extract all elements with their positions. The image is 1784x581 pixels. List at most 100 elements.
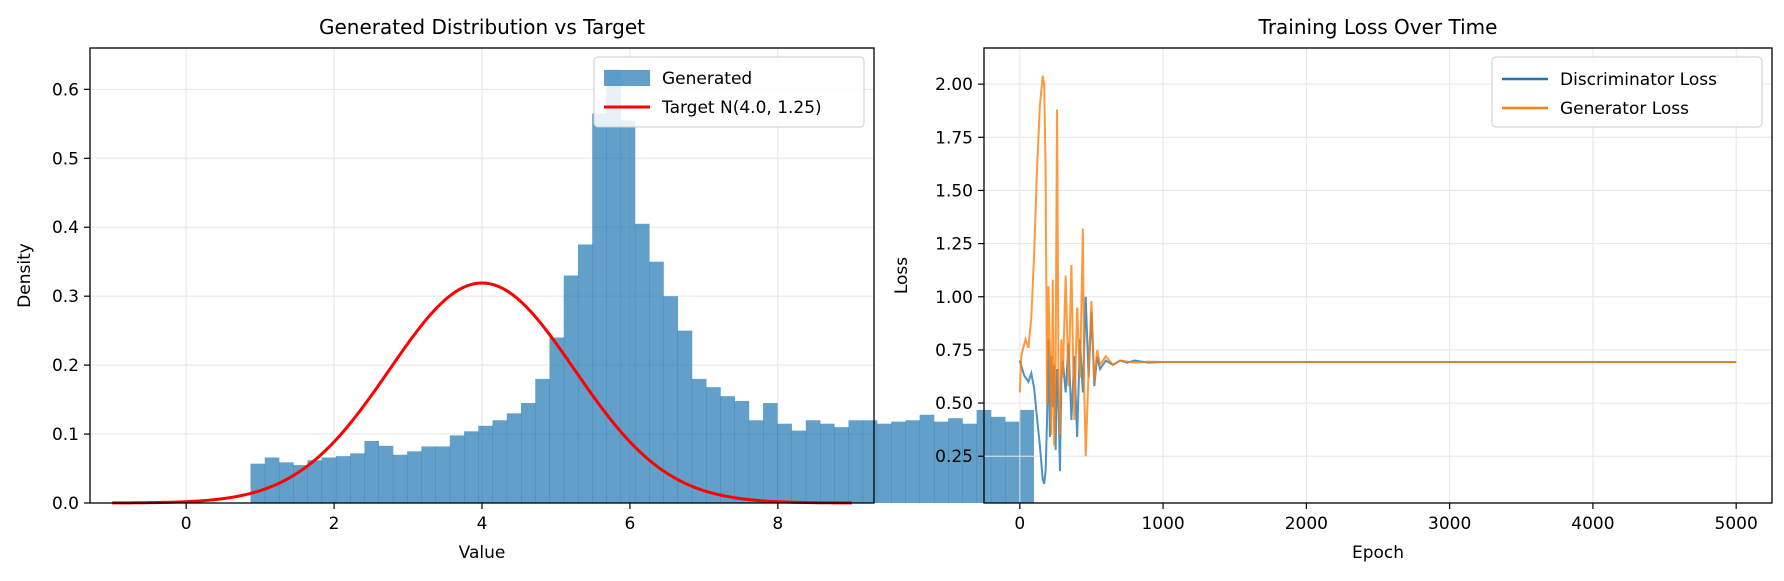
- right-x-tick-label-2: 2000: [1285, 514, 1328, 534]
- histogram-bar: [521, 403, 536, 503]
- loss-y-ticks: 0.25 0.50 0.75 1.00 1.25 1.50 1.75 2.00: [935, 75, 984, 467]
- histogram-bars: [250, 68, 1034, 504]
- histogram-bar: [876, 423, 892, 503]
- loss-panel: 0 1000 2000 3000 4000 5000 0.25 0.50 0.75 1.00 1.…: [892, 15, 1773, 563]
- histogram-bar: [592, 113, 607, 503]
- generator-loss-line: [1018, 75, 1737, 457]
- histogram-panel: 0 2 4 6 8 0.0 0.1 0.2 0.3 0.4 0.5 0.6 Generated Di…: [15, 15, 1034, 563]
- histogram-bar: [663, 296, 679, 503]
- right-x-tick-label-0: 0: [1014, 514, 1025, 534]
- target-curve: [112, 281, 852, 505]
- right-y-tick-label-5: 1.50: [935, 181, 973, 201]
- loss-grid: [984, 48, 1772, 503]
- histogram-bar: [919, 414, 935, 503]
- loss-x-ticks: 0 1000 2000 3000 4000 5000: [1014, 503, 1758, 534]
- legend-label-generated: Generated: [662, 69, 752, 89]
- legend-label-target: Target N(4.0, 1.25): [661, 98, 822, 118]
- histogram-x-ticks: 0 2 4 6 8: [181, 503, 783, 534]
- right-y-tick-label-1: 0.50: [935, 394, 973, 414]
- loss-x-label: Epoch: [1352, 543, 1404, 563]
- right-y-tick-label-4: 1.25: [935, 235, 973, 255]
- histogram-bar: [250, 463, 266, 503]
- histogram-bar: [834, 427, 849, 503]
- histogram-bar: [634, 223, 650, 503]
- right-y-tick-label-6: 1.75: [935, 128, 973, 148]
- histogram-bar: [378, 445, 394, 503]
- histogram-title: Generated Distribution vs Target: [319, 15, 645, 39]
- histogram-bar: [763, 403, 778, 503]
- histogram-bar: [862, 420, 878, 503]
- right-x-tick-label-1: 1000: [1141, 514, 1184, 534]
- right-y-tick-label-0: 0.25: [935, 447, 973, 467]
- legend-label-generator: Generator Loss: [1560, 99, 1689, 119]
- histogram-y-label: Density: [15, 243, 35, 308]
- histogram-bar: [905, 420, 921, 503]
- histogram-legend: Generated Target N(4.0, 1.25): [593, 56, 865, 128]
- histogram-bar: [748, 420, 764, 503]
- histogram-bar: [791, 430, 807, 503]
- histogram-bar: [848, 420, 864, 503]
- histogram-bar: [350, 453, 365, 503]
- histogram-bar: [677, 330, 693, 503]
- histogram-legend-box: [593, 56, 865, 128]
- histogram-bar: [321, 457, 337, 503]
- histogram-bar: [706, 387, 721, 503]
- histogram-bar: [805, 420, 821, 503]
- left-y-tick-label-5: 0.5: [52, 149, 79, 169]
- left-y-tick-label-3: 0.3: [52, 287, 79, 307]
- histogram-bar: [577, 244, 593, 503]
- histogram-bar: [264, 457, 280, 503]
- left-x-tick-label-0: 0: [181, 514, 192, 534]
- histogram-bar: [478, 425, 493, 503]
- histogram-bar: [962, 423, 978, 503]
- histogram-bar: [392, 454, 408, 503]
- histogram-bar: [278, 462, 294, 503]
- loss-y-label: Loss: [892, 257, 912, 294]
- legend-swatch-generated: [604, 70, 650, 86]
- histogram-bar: [563, 275, 579, 503]
- histogram-bar: [948, 418, 963, 503]
- histogram-bar: [335, 456, 351, 503]
- histogram-bar: [307, 460, 323, 503]
- histogram-bar: [435, 446, 451, 503]
- histogram-bar: [407, 451, 422, 503]
- histogram-bar: [620, 120, 636, 504]
- histogram-y-ticks: 0.0 0.1 0.2 0.3 0.4 0.5 0.6: [52, 80, 90, 514]
- histogram-bar: [734, 400, 750, 503]
- right-x-tick-label-5: 5000: [1715, 514, 1758, 534]
- right-y-tick-label-3: 1.00: [935, 288, 973, 308]
- histogram-x-label: Value: [459, 543, 506, 563]
- right-y-tick-label-2: 0.75: [935, 341, 973, 361]
- right-y-tick-label-7: 2.00: [935, 75, 973, 95]
- left-x-tick-label-3: 6: [625, 514, 636, 534]
- histogram-bar: [691, 378, 707, 503]
- left-y-tick-label-1: 0.1: [52, 425, 79, 445]
- left-y-tick-label-0: 0.0: [52, 494, 79, 514]
- loss-axes-frame: [983, 47, 1773, 504]
- histogram-bar: [492, 420, 508, 503]
- histogram-bar: [549, 337, 565, 503]
- histogram-bar: [891, 421, 906, 503]
- left-x-tick-label-2: 4: [477, 514, 488, 534]
- right-x-tick-label-4: 4000: [1571, 514, 1614, 534]
- histogram-bar: [820, 423, 835, 503]
- left-x-tick-label-4: 8: [772, 514, 783, 534]
- histogram-bar: [649, 261, 664, 503]
- legend-label-discriminator: Discriminator Loss: [1560, 70, 1717, 90]
- histogram-bar: [535, 378, 550, 503]
- histogram-bar: [1005, 421, 1020, 503]
- histogram-bar: [933, 421, 949, 503]
- histogram-bar: [364, 440, 380, 503]
- histogram-bar: [606, 68, 622, 503]
- histogram-bar: [506, 413, 522, 503]
- left-y-tick-label-6: 0.6: [52, 80, 79, 100]
- left-x-tick-label-1: 2: [329, 514, 340, 534]
- histogram-bar: [449, 435, 465, 503]
- right-x-tick-label-3: 3000: [1428, 514, 1471, 534]
- histogram-bar: [720, 396, 735, 503]
- histogram-bar: [777, 423, 792, 503]
- histogram-bar: [464, 431, 479, 503]
- histogram-bar: [990, 416, 1006, 503]
- loss-title: Training Loss Over Time: [1258, 15, 1498, 39]
